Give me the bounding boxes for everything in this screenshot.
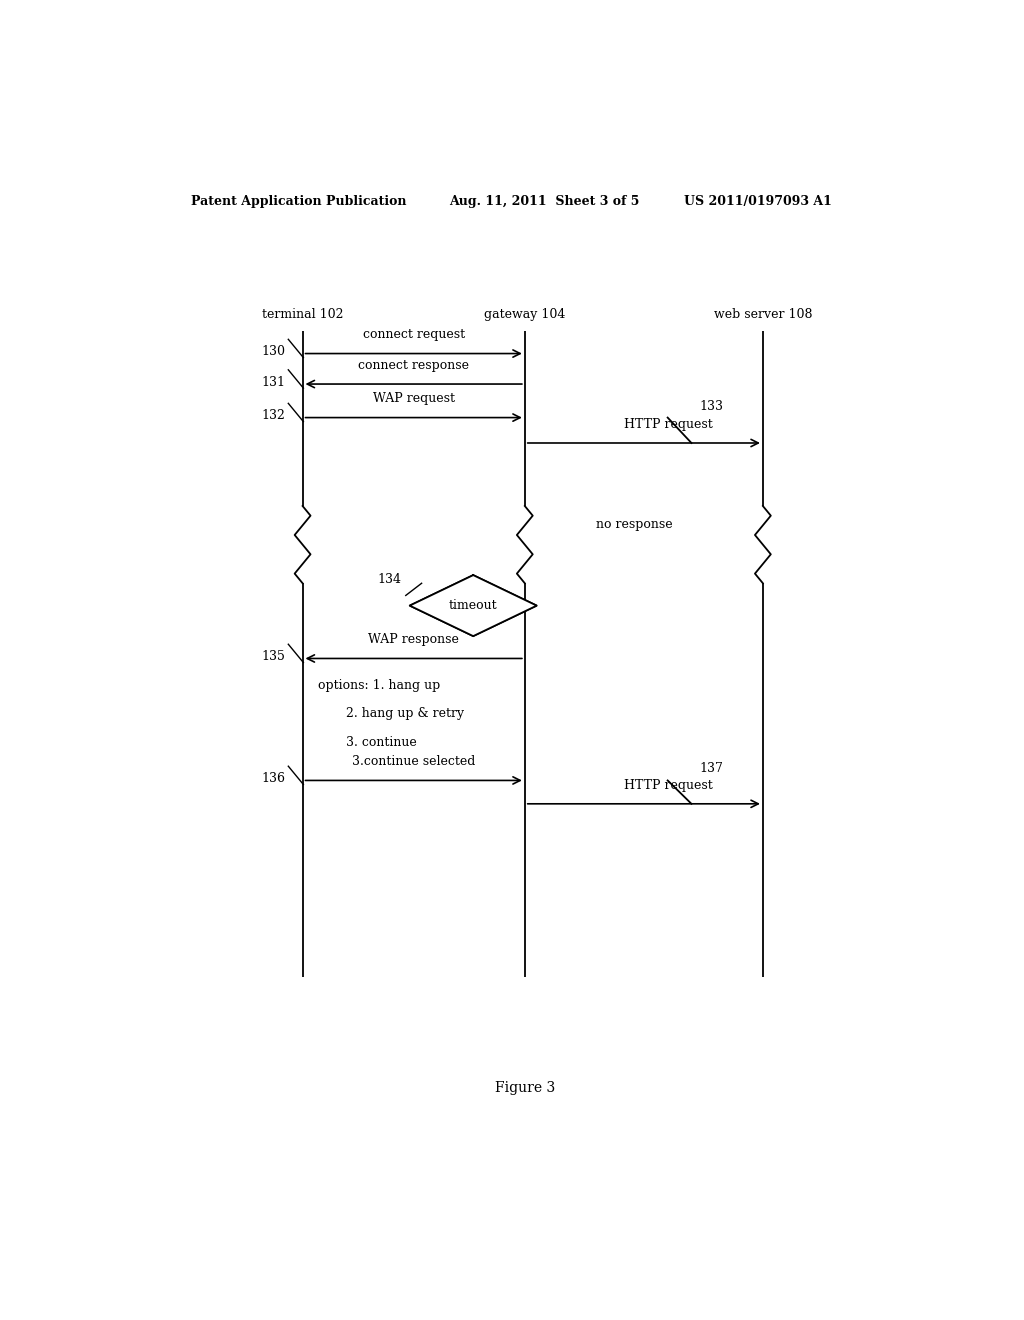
Text: 134: 134 xyxy=(378,573,401,586)
Text: 137: 137 xyxy=(699,763,723,775)
Text: 2. hang up & retry: 2. hang up & retry xyxy=(318,708,465,721)
Text: no response: no response xyxy=(596,517,673,531)
Text: gateway 104: gateway 104 xyxy=(484,308,565,321)
Text: connect request: connect request xyxy=(362,329,465,342)
Text: connect response: connect response xyxy=(358,359,469,372)
Text: 132: 132 xyxy=(261,409,285,422)
Text: 136: 136 xyxy=(261,772,285,785)
Text: web server 108: web server 108 xyxy=(714,308,812,321)
Text: Aug. 11, 2011  Sheet 3 of 5: Aug. 11, 2011 Sheet 3 of 5 xyxy=(450,194,640,207)
Text: US 2011/0197093 A1: US 2011/0197093 A1 xyxy=(684,194,831,207)
Text: Patent Application Publication: Patent Application Publication xyxy=(191,194,407,207)
Text: terminal 102: terminal 102 xyxy=(262,308,343,321)
Polygon shape xyxy=(410,576,537,636)
Text: HTTP request: HTTP request xyxy=(624,418,713,430)
Text: options: 1. hang up: options: 1. hang up xyxy=(318,678,440,692)
Text: WAP response: WAP response xyxy=(369,634,459,647)
Text: 3. continue: 3. continue xyxy=(318,735,417,748)
Text: timeout: timeout xyxy=(449,599,498,612)
Text: 130: 130 xyxy=(261,345,285,358)
Text: Figure 3: Figure 3 xyxy=(495,1081,555,1096)
Text: WAP request: WAP request xyxy=(373,392,455,405)
Text: 135: 135 xyxy=(261,649,285,663)
Text: 131: 131 xyxy=(261,375,285,388)
Text: 133: 133 xyxy=(699,400,723,412)
Text: HTTP request: HTTP request xyxy=(624,779,713,792)
Text: 3.continue selected: 3.continue selected xyxy=(352,755,475,768)
